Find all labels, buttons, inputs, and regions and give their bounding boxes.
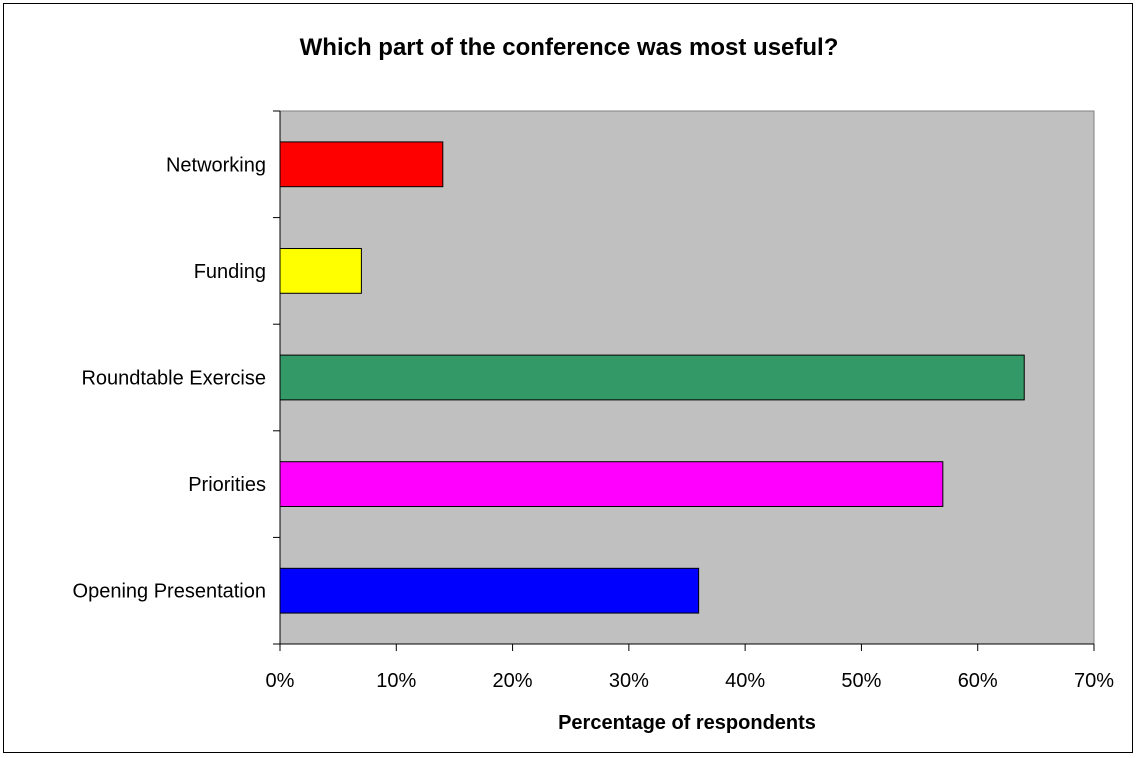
bar-opening-presentation (279, 567, 700, 614)
bars-group (279, 141, 1025, 614)
bar-networking (279, 141, 444, 188)
chart-title: Which part of the conference was most us… (299, 34, 839, 61)
x-tick-label: 60% (958, 670, 998, 692)
y-tick-label: Roundtable Exercise (81, 368, 266, 390)
bar-funding (279, 248, 362, 294)
bar-roundtable-exercise (279, 354, 1025, 401)
y-tick-label: Funding (194, 261, 266, 283)
x-tick-label: 30% (609, 670, 649, 692)
y-tick-label: Opening Presentation (73, 581, 266, 603)
x-axis-title: Percentage of respondents (558, 712, 816, 734)
x-tick-label: 50% (841, 670, 881, 692)
x-tick-label: 70% (1074, 670, 1114, 692)
x-axis-ticks: 0% 10% 20% 30% 40% 50% 60% 70% (266, 644, 1114, 692)
bar-priorities (279, 461, 944, 507)
chart-frame: Which part of the conference was most us… (3, 3, 1133, 753)
x-tick-label: 10% (376, 670, 416, 692)
x-tick-label: 0% (266, 670, 295, 692)
x-tick-label: 20% (493, 670, 533, 692)
bar-chart: Networking Funding Roundtable Exercise Prio… (73, 110, 1114, 734)
x-tick-label: 40% (725, 670, 765, 692)
y-tick-label: Priorities (188, 474, 266, 496)
y-tick-label: Networking (166, 154, 266, 176)
y-axis-ticks: Networking Funding Roundtable Exercise Prio… (73, 110, 280, 645)
